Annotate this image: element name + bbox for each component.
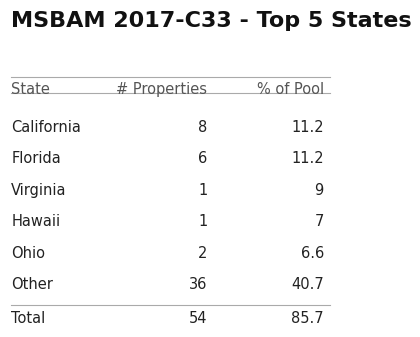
Text: 11.2: 11.2 [291, 151, 324, 166]
Text: 85.7: 85.7 [291, 311, 324, 326]
Text: 2: 2 [198, 246, 207, 261]
Text: 11.2: 11.2 [291, 120, 324, 135]
Text: 7: 7 [315, 214, 324, 229]
Text: Hawaii: Hawaii [11, 214, 60, 229]
Text: 8: 8 [198, 120, 207, 135]
Text: State: State [11, 82, 50, 97]
Text: MSBAM 2017-C33 - Top 5 States: MSBAM 2017-C33 - Top 5 States [11, 11, 412, 31]
Text: 9: 9 [315, 183, 324, 198]
Text: 36: 36 [189, 277, 207, 292]
Text: 6: 6 [198, 151, 207, 166]
Text: California: California [11, 120, 81, 135]
Text: Virginia: Virginia [11, 183, 67, 198]
Text: # Properties: # Properties [116, 82, 207, 97]
Text: % of Pool: % of Pool [257, 82, 324, 97]
Text: 40.7: 40.7 [291, 277, 324, 292]
Text: Ohio: Ohio [11, 246, 45, 261]
Text: Florida: Florida [11, 151, 61, 166]
Text: 6.6: 6.6 [300, 246, 324, 261]
Text: 1: 1 [198, 183, 207, 198]
Text: 1: 1 [198, 214, 207, 229]
Text: 54: 54 [189, 311, 207, 326]
Text: Other: Other [11, 277, 53, 292]
Text: Total: Total [11, 311, 46, 326]
